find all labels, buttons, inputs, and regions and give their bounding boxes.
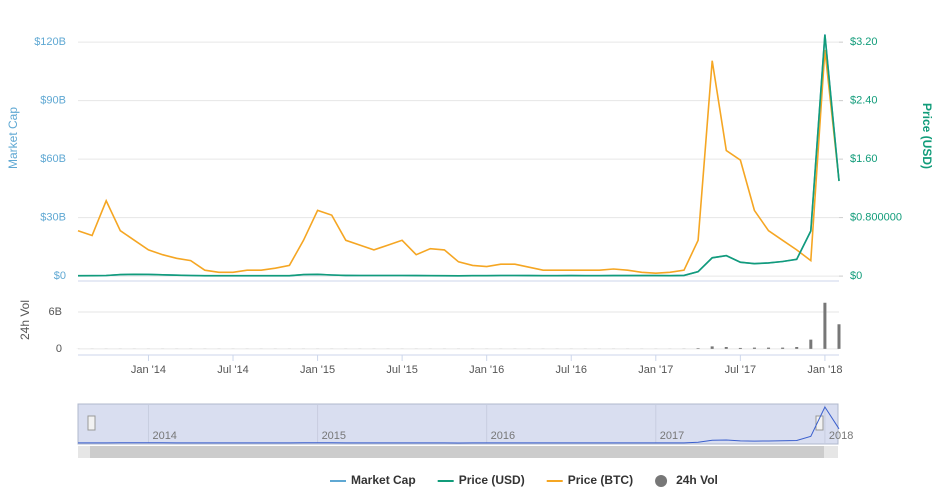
legend-label: 24h Vol [676, 473, 718, 487]
series-line [78, 34, 840, 277]
x-tick-label: Jul '17 [725, 364, 756, 376]
legend-label: Price (USD) [459, 473, 525, 487]
volume-bar [809, 339, 813, 349]
volume-bar [837, 324, 841, 349]
scrollbar-thumb[interactable] [90, 446, 824, 458]
volume-bar [767, 347, 771, 349]
volume-tick-label: 0 [56, 343, 62, 355]
navigator-handle[interactable] [815, 415, 824, 431]
legend-label: Market Cap [351, 473, 416, 487]
navigator-window[interactable] [77, 403, 839, 445]
y2-axis-title: Price (USD) [920, 103, 934, 169]
legend-label: Price (BTC) [568, 473, 633, 487]
volume-bar [781, 347, 785, 349]
y2-tick-label: $1.60 [850, 153, 878, 165]
y-tick-label: $0 [54, 270, 66, 282]
series-line [77, 49, 840, 275]
volume-axis-title: 24h Vol [18, 300, 32, 340]
navigator-handle[interactable] [87, 415, 96, 431]
y-tick-label: $30B [40, 212, 66, 224]
volume-bar [710, 346, 714, 349]
volume-bar [795, 347, 799, 349]
x-tick-label: Jan '17 [638, 364, 673, 376]
volume-bar [696, 348, 700, 349]
volume-bar [752, 347, 756, 349]
series-line [77, 34, 840, 277]
x-tick-label: Jan '16 [469, 364, 504, 376]
x-tick-label: Jul '14 [217, 364, 248, 376]
y-axis-title: Market Cap [6, 107, 20, 169]
x-tick-label: Jul '15 [386, 364, 417, 376]
volume-bar [724, 347, 728, 349]
legend-marker [655, 475, 668, 487]
volume-tick-label: 6B [49, 306, 62, 318]
y-tick-label: $90B [40, 95, 66, 107]
y-tick-label: $60B [40, 153, 66, 165]
y-tick-label: $120B [34, 36, 66, 48]
legend: Market Cap Price (USD) Price (BTC) 24h Vol [330, 473, 718, 487]
y2-tick-label: $2.40 [850, 95, 878, 107]
navigator-label: 2014 [152, 430, 176, 442]
y2-tick-label: $3.20 [850, 36, 878, 48]
x-tick-label: Jan '14 [131, 364, 166, 376]
x-tick-label: Jul '16 [556, 364, 587, 376]
navigator-label: 2017 [660, 430, 684, 442]
volume-bar [738, 347, 742, 349]
navigator-label: 2015 [322, 430, 346, 442]
x-tick-label: Jan '15 [300, 364, 335, 376]
x-tick-label: Jan '18 [807, 364, 842, 376]
y2-tick-label: $0.800000 [850, 212, 902, 224]
y2-tick-label: $0 [850, 270, 862, 282]
navigator-label: 2016 [491, 430, 515, 442]
navigator-label: 2018 [829, 430, 853, 442]
navigator-line [78, 405, 840, 444]
volume-bar [823, 302, 827, 349]
